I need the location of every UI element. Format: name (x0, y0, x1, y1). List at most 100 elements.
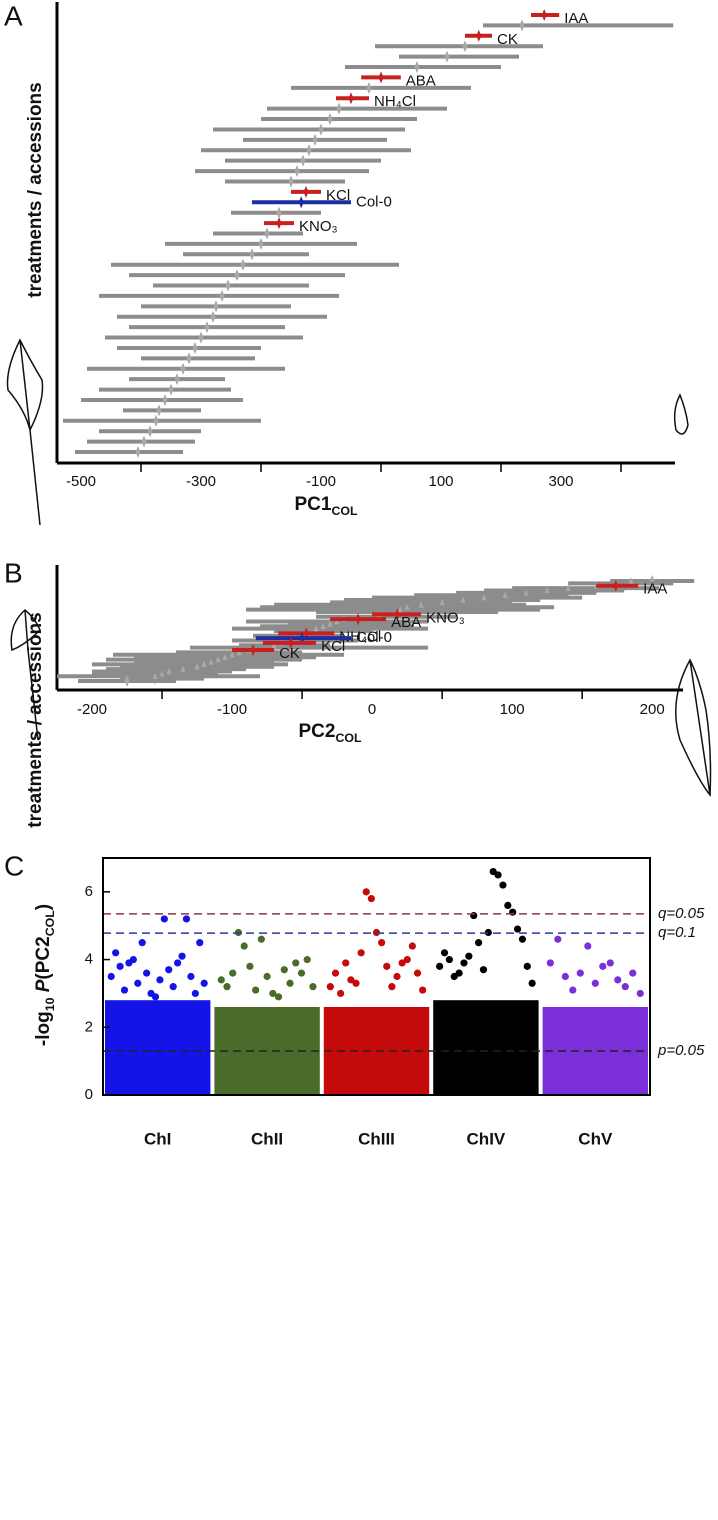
snp-point (599, 962, 607, 970)
estimate (153, 414, 159, 427)
snp-point (465, 952, 473, 960)
snp-point (191, 989, 199, 998)
y-tick-label: 6 (85, 883, 93, 900)
snp-point (269, 989, 277, 998)
snp-point (129, 955, 137, 964)
estimate (258, 237, 264, 250)
snp-point (116, 962, 124, 970)
estimate (318, 123, 324, 136)
snp-point (174, 959, 182, 967)
label-part: (PC2 (33, 936, 54, 979)
x-category-label: ChV (578, 1129, 613, 1148)
snp-point (292, 959, 300, 967)
snp-point (178, 952, 186, 960)
x-tick-label: 300 (548, 473, 573, 490)
label-part: PC2 (298, 721, 335, 742)
snp-point (286, 979, 294, 987)
threshold-label: p=0.05 (657, 1042, 705, 1059)
snp-point (257, 935, 265, 943)
estimate (300, 154, 306, 167)
snp-point (357, 949, 365, 957)
density-band (433, 1000, 539, 1095)
snp-point (636, 989, 644, 998)
snp-point (187, 972, 195, 981)
row-label: CK (497, 31, 518, 48)
estimate (288, 636, 294, 649)
estimate (348, 92, 354, 105)
estimate (124, 675, 130, 687)
snp-point (337, 989, 345, 998)
snp-point (554, 935, 562, 943)
leaf-sketch (6, 338, 712, 798)
snp-point (112, 949, 120, 957)
snp-point (393, 972, 401, 981)
estimate (141, 435, 147, 448)
x-tick-label: -300 (186, 473, 216, 490)
snp-point (576, 969, 584, 977)
estimate (204, 321, 210, 334)
estimate (306, 144, 312, 157)
snp-point (614, 976, 622, 984)
x-tick-label: 100 (500, 701, 525, 718)
snp-point (342, 959, 350, 967)
estimate (156, 404, 162, 417)
estimate (225, 279, 231, 292)
snp-point (280, 966, 288, 974)
label-part: P (33, 979, 54, 997)
snp-point (518, 935, 527, 943)
estimate (213, 300, 219, 313)
snp-point (200, 979, 208, 987)
row-label: KCl (326, 187, 350, 204)
row-label: Col-0 (356, 629, 392, 646)
snp-point (143, 969, 151, 977)
panel-label: A (4, 0, 23, 31)
snp-point (528, 979, 536, 987)
snp-point (499, 881, 507, 889)
estimate (250, 644, 256, 657)
snp-point (509, 908, 517, 916)
x-category-label: ChIV (467, 1129, 506, 1148)
snp-point (352, 979, 360, 987)
snp-point (297, 969, 306, 977)
snp-point (546, 959, 554, 967)
x-tick-label: -500 (66, 473, 96, 490)
snp-point (445, 955, 453, 964)
plot-frame (102, 857, 651, 1096)
snp-point (252, 986, 260, 994)
snp-point (309, 983, 317, 991)
density-band (105, 1000, 211, 1095)
snp-point (591, 979, 599, 987)
estimate (312, 133, 318, 146)
x-tick-label: -100 (306, 473, 336, 490)
y-axis-label: -log10 P(PC2COL) (33, 904, 57, 1046)
snp-point (107, 972, 115, 981)
x-category-label: ChI (144, 1129, 171, 1148)
snp-point (347, 976, 355, 984)
estimate (276, 206, 282, 219)
snp-point (169, 983, 177, 991)
estimate (198, 331, 204, 344)
estimate (147, 425, 153, 438)
snp-point (606, 959, 614, 967)
estimate (192, 341, 198, 354)
estimate (414, 61, 420, 74)
snp-point (455, 969, 463, 977)
snp-point (621, 983, 629, 991)
estimate (541, 9, 547, 21)
snp-point (362, 888, 370, 896)
estimate (294, 165, 300, 178)
row-label: NH₄Cl (339, 628, 381, 645)
estimate (378, 71, 384, 84)
snp-point (584, 942, 592, 950)
snp-point (160, 915, 168, 923)
estimate (186, 352, 192, 365)
y-axis-label: treatments / accessions (25, 612, 46, 827)
row-label: IAA (643, 581, 667, 598)
snp-point (629, 969, 637, 977)
y-tick-label: 2 (85, 1018, 93, 1035)
estimate (234, 269, 240, 282)
x-category-label: ChII (251, 1129, 283, 1148)
row-label: Col-0 (356, 193, 392, 210)
snp-point (326, 983, 334, 991)
snp-point (151, 993, 160, 1001)
